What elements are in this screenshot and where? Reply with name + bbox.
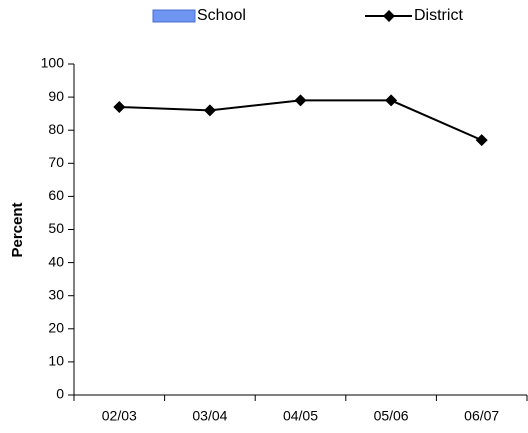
y-tick-label: 50 (48, 220, 64, 236)
x-tick-label: 06/07 (464, 408, 499, 424)
y-tick-label: 30 (48, 286, 64, 302)
x-tick-label: 04/05 (283, 408, 318, 424)
legend-marker (383, 10, 395, 22)
y-tick-label: 40 (48, 253, 64, 269)
x-tick-label: 03/04 (192, 408, 227, 424)
marker (385, 94, 398, 107)
legend-text: District (414, 7, 463, 24)
y-tick-label: 10 (48, 353, 64, 369)
y-tick-label: 70 (48, 154, 64, 170)
marker (203, 104, 216, 117)
x-tick-label: 02/03 (102, 408, 137, 424)
y-tick-label: 100 (41, 55, 65, 71)
y-tick-label: 80 (48, 121, 64, 137)
y-tick-label: 0 (56, 386, 64, 402)
y-axis-title: Percent (9, 202, 26, 257)
y-tick-label: 20 (48, 320, 64, 336)
legend-text: School (197, 7, 246, 24)
marker (475, 134, 488, 147)
x-tick-label: 05/06 (374, 408, 409, 424)
marker (294, 94, 307, 107)
y-tick-label: 60 (48, 187, 64, 203)
legend-swatch (152, 9, 196, 23)
y-tick-label: 90 (48, 88, 64, 104)
marker (113, 101, 126, 114)
